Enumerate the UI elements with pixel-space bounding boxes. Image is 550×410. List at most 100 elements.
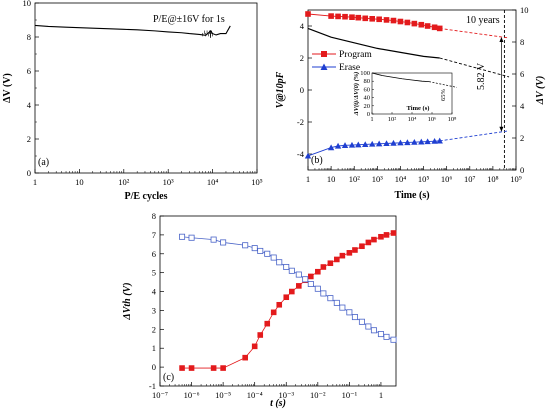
chart-c-x-tick-label: 10⁻³ — [278, 390, 294, 400]
chart-c-x-tick-label: 10⁻⁷ — [152, 390, 168, 400]
chart-c-y-tick-label: 1 — [152, 343, 156, 353]
inset-x-tick-label: 1 — [370, 116, 373, 123]
series-blue-point — [242, 242, 249, 249]
series-blue-point — [370, 327, 377, 334]
chart-b-yl-tick-label: 4 — [300, 21, 305, 31]
chart-c-y-tick-label: 5 — [152, 268, 156, 278]
series-program-point — [355, 14, 362, 21]
series-erase-point — [362, 141, 369, 147]
legend-erase-marker — [320, 63, 328, 70]
inset-y-tick-label: 20 — [364, 103, 371, 110]
chart-b-x-tick-label: 10³ — [372, 174, 384, 184]
inset-annotation: 65% — [440, 88, 447, 101]
chart-b-x-tick-label: 10⁹ — [510, 174, 522, 184]
series-blue-point — [251, 245, 258, 252]
series-red-point — [378, 233, 384, 240]
series-red-point — [315, 268, 321, 275]
series-red-point — [320, 264, 327, 270]
series-red-point — [210, 365, 217, 371]
chart-a-series-line — [34, 24, 231, 36]
series-blue-point — [179, 233, 186, 240]
series-program-point — [328, 13, 334, 19]
chart-a-plot — [34, 24, 231, 38]
series-blue-point — [327, 295, 334, 302]
series-blue-point — [333, 299, 340, 306]
chart-b-x-tick-label: 10⁴ — [395, 174, 407, 184]
chart-b-yr-tick-label: 0 — [520, 165, 524, 175]
chart-c-x-tick-label: 10⁻⁵ — [215, 390, 231, 400]
series-blue-point — [264, 250, 271, 257]
series-blue-point — [295, 271, 302, 278]
series-blue-point — [377, 331, 384, 338]
series-red-line — [182, 232, 394, 369]
series-program-point — [424, 23, 431, 29]
chart-a-y-tick-label: 2 — [27, 134, 31, 144]
chart-a-x-tick-label: 10⁵ — [251, 177, 263, 187]
series-blue-point — [320, 290, 327, 297]
series-program-point — [404, 19, 411, 26]
inset-xlabel: Time (s) — [407, 105, 430, 112]
chart-a-y-tick-label: 10 — [23, 0, 32, 8]
chart-c-ticks: 10⁻⁷ 10⁻⁶ 10⁻⁵ 10⁻⁴ 10⁻³ 10⁻² 10⁻¹ 1 -1 0 1 2 3 4 5 6 7 8 — [149, 211, 383, 400]
series-erase-point — [375, 140, 383, 147]
chart-b-x-tick-label: 1 — [306, 174, 310, 184]
chart-b-yl-tick-label: -4 — [297, 149, 305, 159]
series-erase-point — [369, 140, 376, 147]
chart-b-years-label: 10 years — [466, 15, 500, 26]
series-blue-point — [351, 314, 358, 321]
chart-c-y-tick-label: 0 — [152, 362, 156, 372]
series-program-point — [390, 17, 397, 24]
series-red-point — [365, 239, 372, 246]
chart-b-ticks: 1 10 10² 10³ 10⁴ 10⁵ 10⁶ 10⁷ 10⁸ 10⁹-4-2024024681… — [297, 5, 529, 184]
series-program-point — [411, 20, 418, 27]
inset-x-tick-label: 10⁶ — [428, 116, 437, 123]
series-program-point — [305, 11, 311, 17]
chart-c: 10⁻⁷ 10⁻⁶ 10⁻⁵ 10⁻⁴ 10⁻³ 10⁻² 10⁻¹ 1 -1 0 1 2 3 4 5 6 7 8… — [122, 211, 397, 409]
series-erase-point — [397, 139, 404, 146]
series-red-point — [289, 288, 295, 295]
chart-b-yr-tick-label: 2 — [520, 133, 524, 143]
chart-b-ylabel-right: ΔV (V) — [535, 76, 546, 106]
series-blue-point — [188, 234, 195, 241]
series-red-point — [270, 309, 277, 316]
series-blue-point — [383, 333, 390, 340]
series-blue-point — [210, 236, 217, 243]
series-blue-point — [358, 318, 365, 325]
inset-ylabel: ΔV(t)/ΔV(0) (%) — [353, 72, 360, 117]
series-red-point — [390, 230, 397, 236]
chart-a-y-tick-label: 0 — [27, 168, 31, 178]
chart-c-y-tick-label: 2 — [152, 324, 156, 334]
series-blue-point — [276, 259, 283, 266]
series-blue-point — [390, 336, 397, 343]
chart-b-x-tick-label: 10⁶ — [441, 174, 453, 184]
chart-b-window-label: 5.82 V — [476, 62, 487, 90]
series-erase-point — [304, 152, 312, 159]
chart-a-x-tick-label: 10² — [118, 177, 130, 187]
series-program-point — [431, 24, 438, 31]
series-erase-point — [327, 144, 335, 151]
chart-b-yr-tick-label: 4 — [520, 101, 525, 111]
chart-c-plot — [179, 230, 397, 371]
series-erase-point — [431, 138, 438, 144]
inset-y-tick-label: 0 — [367, 111, 370, 118]
chart-a-ticks: 1 10 10² 10³ 10⁴ 10⁵ 0 2 4 6 8 10 — [23, 0, 263, 187]
series-erase-extrapolation — [439, 130, 510, 142]
chart-a-y-tick-label: 8 — [27, 32, 31, 42]
series-blue-point — [365, 323, 372, 330]
series-erase-point — [424, 138, 431, 145]
series-erase-point — [418, 138, 425, 145]
chart-b-yr-tick-label: 8 — [520, 37, 524, 47]
inset-x-tick-label: 10⁴ — [408, 116, 418, 123]
series-blue-point — [339, 304, 346, 311]
chart-c-y-tick-label: 4 — [152, 287, 157, 297]
series-red-point — [346, 250, 353, 256]
series-erase-point — [390, 139, 397, 146]
series-blue-point — [283, 263, 290, 270]
inset-x-tick-label: 10² — [388, 116, 397, 123]
chart-a-x-tick-label: 10 — [75, 177, 84, 187]
chart-c-ylabel: ΔVth (V) — [122, 282, 133, 320]
series-blue-point — [270, 254, 277, 261]
chart-c-xlabel: t (s) — [270, 398, 286, 409]
chart-b-legend: Program Erase — [312, 50, 372, 73]
